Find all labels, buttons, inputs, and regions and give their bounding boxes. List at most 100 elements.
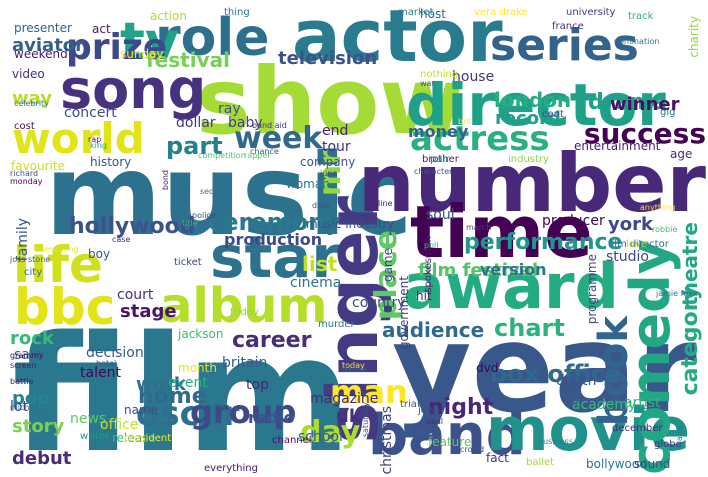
word-government: government — [397, 276, 411, 350]
word-version: version — [480, 260, 547, 279]
word-love: love — [626, 239, 647, 250]
word-crowd: crowd — [460, 445, 485, 454]
word-end: end — [322, 123, 349, 139]
word-country: country — [352, 295, 406, 311]
word-brother: brother — [422, 154, 459, 165]
word-action: action — [150, 9, 187, 23]
word-chart: chart — [494, 314, 565, 342]
word-winner: winner — [610, 94, 680, 115]
word-music: music — [45, 131, 413, 261]
word-dance: dance — [342, 365, 367, 374]
word-company: company — [300, 155, 356, 169]
word-track: track — [628, 11, 654, 22]
word-tour: tour — [322, 139, 351, 155]
word-john: john — [418, 405, 440, 416]
word-december: december — [612, 423, 663, 434]
word-movie: movie — [486, 395, 691, 465]
word-concert: concert — [64, 105, 117, 121]
word-poll: poll — [424, 241, 439, 250]
word-television: television — [278, 48, 378, 69]
word-host: host — [420, 7, 446, 21]
word-success: success — [583, 117, 706, 150]
word-list: list — [302, 252, 338, 276]
word-pair: pair — [430, 154, 450, 165]
word-charity: charity — [687, 16, 701, 58]
word-something: something — [36, 245, 79, 254]
word-screen: screen — [10, 361, 37, 370]
word-release: release — [112, 431, 156, 445]
word-producer: producer — [542, 213, 605, 229]
word-writer: writer — [80, 431, 110, 442]
word-march: march — [466, 223, 492, 232]
word-gig: gig — [660, 107, 676, 118]
word-friday: friday — [230, 307, 259, 318]
word-lee: lee — [573, 398, 582, 411]
word-grammy: grammy — [10, 351, 44, 360]
word-age: age — [670, 147, 693, 161]
word-richard: richard — [10, 169, 39, 178]
word-band-aid: band aid — [252, 121, 287, 130]
word-career: career — [232, 328, 312, 353]
word-cent: cent — [542, 109, 564, 120]
word-fact: fact — [486, 451, 509, 465]
word-night: night — [428, 395, 494, 420]
word-production: production — [224, 230, 323, 249]
word-decision: decision — [86, 345, 144, 361]
word-ticket: ticket — [174, 257, 202, 268]
word-actor: actor — [292, 0, 503, 78]
word-act: act — [92, 22, 111, 36]
word-school: school — [298, 429, 343, 445]
word-talent: talent — [80, 365, 121, 381]
word-event: event — [168, 375, 208, 391]
word-festival: festival — [146, 48, 230, 72]
word-police: police — [192, 211, 216, 220]
word-today: today — [342, 361, 365, 370]
word-actress: actress — [410, 119, 550, 159]
word-death: death — [556, 373, 597, 389]
word-line: line — [378, 199, 393, 208]
word-title: title — [182, 219, 198, 228]
word-weekend: weekend — [14, 47, 68, 61]
word-king: king — [90, 141, 108, 150]
word-money: money — [408, 122, 469, 141]
word-album: album — [160, 278, 328, 334]
word-film-festival: film festival — [418, 260, 539, 281]
word-london: london — [494, 88, 572, 112]
word-battle: battle — [10, 377, 34, 386]
word-show: show — [196, 48, 465, 155]
word-series: series — [490, 20, 639, 71]
word-play: play — [639, 406, 648, 423]
word-baby: baby — [228, 115, 263, 131]
word-tv: tv — [120, 12, 179, 72]
word-artist: artist — [624, 395, 661, 411]
word-ceremony: ceremony — [208, 208, 341, 236]
word-sequel: sequel — [200, 187, 227, 196]
word-record: record — [495, 108, 561, 129]
word-role: role — [155, 8, 270, 68]
word-bond: bond — [161, 170, 170, 191]
word-music-industry: music industry — [306, 217, 395, 231]
word-celebrity: celebrity — [14, 99, 49, 108]
word-france: france — [552, 21, 584, 32]
word-rap: rap — [88, 135, 102, 144]
word-week: week — [234, 121, 323, 156]
word-university: university — [566, 7, 616, 18]
word-brit: brit — [458, 117, 472, 126]
word-man: man — [330, 373, 408, 411]
word-rock: rock — [10, 328, 54, 349]
word-ballet: ballet — [526, 457, 555, 468]
word-box-office: box office — [490, 360, 622, 388]
word-radio: radio — [248, 408, 295, 427]
word-vera-drake: vera drake — [474, 7, 528, 18]
word-rapper: rapper — [244, 151, 271, 160]
word-hollywood: hollywood — [69, 214, 196, 239]
word-war: war — [420, 79, 435, 88]
word-hit: hit — [416, 289, 432, 303]
word-band: band — [368, 403, 526, 468]
word-soul: soul — [426, 207, 455, 223]
word-york: york — [608, 214, 653, 235]
word-competition: competition — [198, 151, 246, 160]
word-presenter: presenter — [14, 21, 72, 35]
word-jamie-foxx: jamie foxx — [656, 289, 698, 298]
